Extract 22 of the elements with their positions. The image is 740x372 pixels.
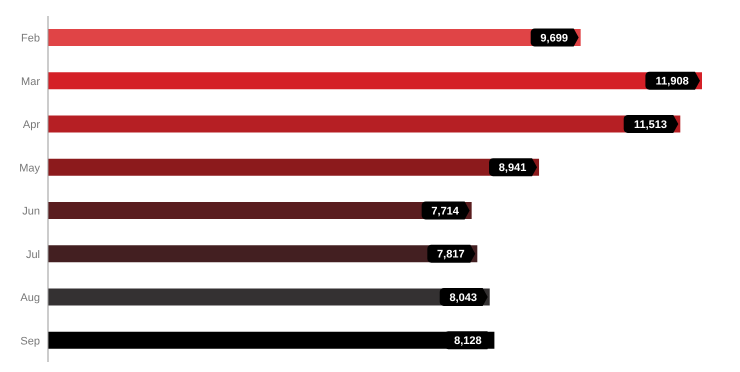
y-tick-label: Apr: [22, 119, 40, 132]
y-tick-label: Jun: [22, 206, 40, 218]
y-tick-label: Sep: [20, 335, 40, 348]
data-label: 7,714: [431, 205, 460, 218]
data-label: 8,128: [454, 335, 482, 348]
bar: [48, 288, 490, 306]
bar: [48, 72, 702, 90]
data-label: 8,043: [449, 292, 477, 304]
data-label: 7,817: [437, 248, 465, 261]
bar: [48, 115, 680, 132]
data-label: 11,513: [634, 118, 668, 131]
data-label: 9,699: [540, 32, 568, 44]
y-tick-label: May: [19, 162, 40, 174]
bar: [48, 28, 581, 46]
y-tick-label: Mar: [21, 76, 40, 88]
y-tick-label: Feb: [21, 32, 40, 45]
y-tick-label: Jul: [26, 248, 40, 261]
data-label: 11,908: [656, 76, 689, 88]
y-tick-label: Aug: [20, 292, 40, 304]
bar: [48, 332, 494, 349]
data-label: 8,941: [498, 162, 526, 174]
bar: [48, 158, 540, 176]
